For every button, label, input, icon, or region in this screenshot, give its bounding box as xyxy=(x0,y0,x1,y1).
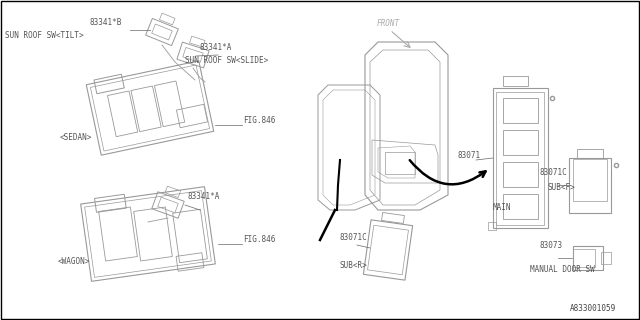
Text: 83071C: 83071C xyxy=(540,168,568,177)
Text: FRONT: FRONT xyxy=(376,19,399,28)
Text: SUB<R>: SUB<R> xyxy=(340,261,368,270)
Text: FIG.846: FIG.846 xyxy=(243,116,275,125)
Text: SUB<F>: SUB<F> xyxy=(548,183,576,192)
Text: MANUAL DOOR SW: MANUAL DOOR SW xyxy=(530,265,595,274)
Text: 83341*A: 83341*A xyxy=(188,192,220,201)
Text: SUN ROOF SW<TILT>: SUN ROOF SW<TILT> xyxy=(5,31,84,40)
Text: <WAGON>: <WAGON> xyxy=(58,257,90,266)
Text: 83341*A: 83341*A xyxy=(200,43,232,52)
Text: 83071C: 83071C xyxy=(340,233,368,242)
Text: 83341*B: 83341*B xyxy=(90,18,122,27)
Text: 83073: 83073 xyxy=(540,241,563,250)
Text: SUN ROOF SW<SLIDE>: SUN ROOF SW<SLIDE> xyxy=(185,56,268,65)
Text: MAIN: MAIN xyxy=(493,203,511,212)
Text: <SEDAN>: <SEDAN> xyxy=(60,133,92,142)
Text: 83071: 83071 xyxy=(458,151,481,160)
Text: A833001059: A833001059 xyxy=(570,304,616,313)
Text: FIG.846: FIG.846 xyxy=(243,235,275,244)
